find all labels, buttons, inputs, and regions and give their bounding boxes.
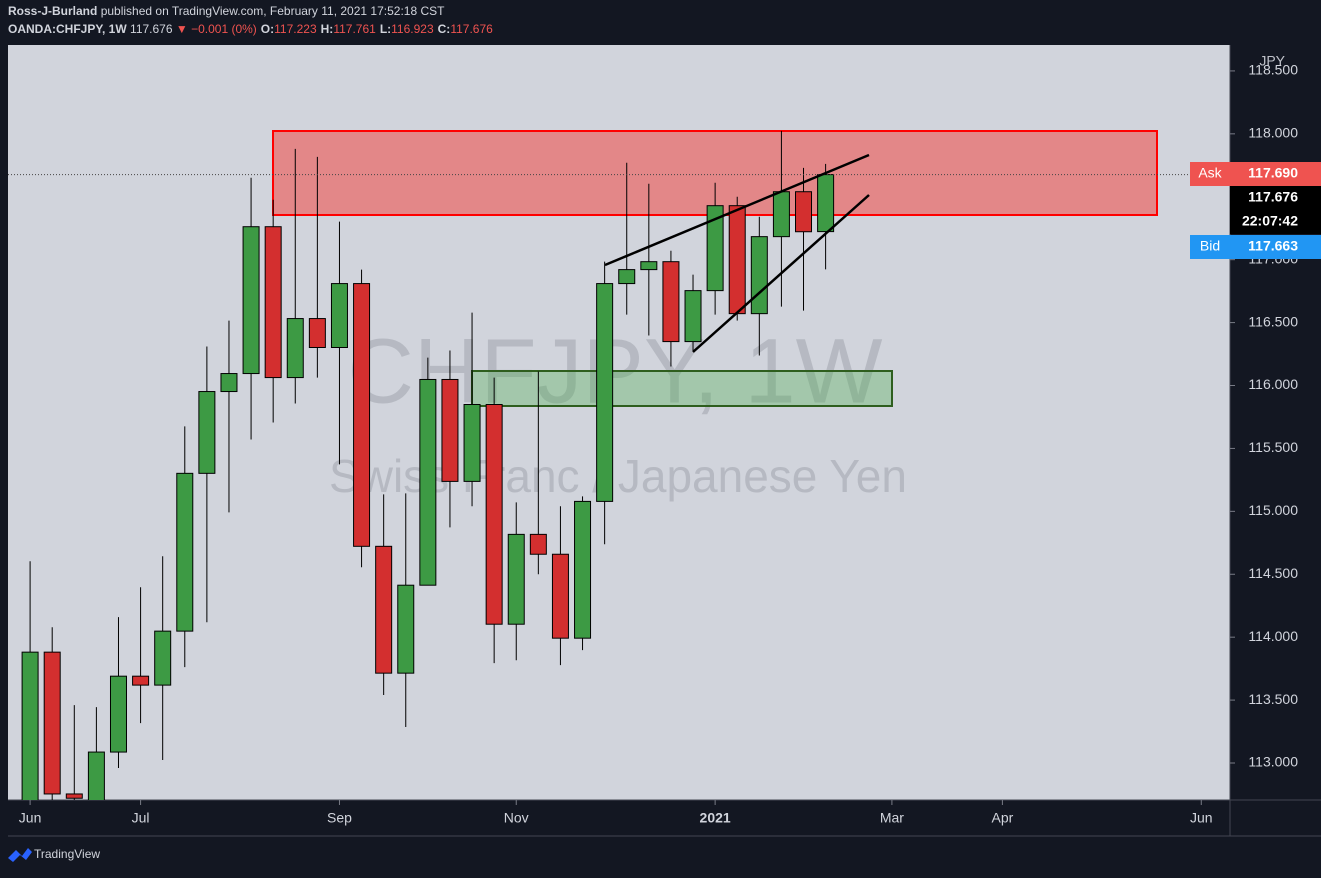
candle-body: [507, 533, 525, 625]
ohlc-key: L:: [380, 22, 391, 36]
candle-body: [353, 283, 371, 547]
candle-body: [375, 545, 393, 674]
candle-body: [220, 373, 238, 393]
ohlc-value: 117.676: [450, 22, 493, 36]
candle-body: [198, 391, 216, 474]
candle-body: [87, 751, 105, 800]
ohlc-key: C:: [438, 22, 451, 36]
last-box: [1230, 186, 1321, 210]
candle-body: [308, 318, 326, 349]
ask-box: [1190, 162, 1321, 186]
candle-body: [132, 675, 150, 686]
header-line-2: OANDA:CHFJPY, 1W 117.676 ▼ −0.001 (0%) O:…: [8, 22, 493, 36]
candle-body: [551, 553, 569, 639]
candle-body: [397, 584, 415, 674]
y-tick-label: 118.000: [1248, 125, 1298, 141]
candle-body: [65, 793, 83, 799]
x-tick-label: Jul: [132, 810, 150, 826]
brand[interactable]: TradingView: [34, 847, 100, 861]
ohlc: O:117.223 H:117.761 L:116.923 C:117.676: [261, 22, 493, 36]
support-zone: [471, 370, 893, 407]
ohlc-key: H:: [321, 22, 334, 36]
bid-label: Bid: [1200, 238, 1220, 254]
axes: 113.000 113.500 114.000 114.500 115.000 115.5…: [19, 62, 1298, 826]
candle-body: [618, 269, 636, 285]
lower-trend-line: [692, 194, 870, 353]
bid-box: [1190, 235, 1321, 259]
x-tick-label: 2021: [700, 810, 731, 826]
y-tick-label: 114.000: [1248, 628, 1298, 644]
ask-price: 117.690: [1248, 165, 1298, 181]
ask-label: Ask: [1198, 165, 1222, 181]
x-tick-label: Apr: [991, 810, 1013, 826]
candle-body: [817, 174, 835, 233]
price-labels: Ask 117.690 117.676 22:07:42 Bid 117.663: [1190, 162, 1321, 259]
candle-body: [419, 378, 437, 586]
candle-body: [706, 205, 724, 292]
candle-body: [728, 205, 746, 315]
candle-body: [21, 651, 39, 800]
watermark-subtitle: Swiss Franc / Japanese Yen: [329, 450, 907, 502]
candle-body: [43, 651, 61, 795]
ohlc-value: 116.923: [391, 22, 434, 36]
x-tick-label: Nov: [504, 810, 529, 826]
change: ▼ −0.001 (0%): [176, 22, 257, 36]
y-unit: JPY: [1259, 53, 1285, 69]
ohlc-value: 117.761: [333, 22, 376, 36]
candle-body: [662, 261, 680, 343]
y-tick-label: 115.000: [1248, 502, 1298, 518]
x-tick-label: Mar: [880, 810, 904, 826]
x-tick-label: Jun: [19, 810, 42, 826]
candle-body: [441, 378, 459, 482]
candle-body: [109, 675, 127, 753]
countdown: 22:07:42: [1242, 213, 1298, 229]
candle-body: [684, 290, 702, 343]
countdown-box: [1230, 210, 1321, 234]
author: Ross-J-Burland: [8, 4, 97, 18]
x-tick-label: Sep: [327, 810, 352, 826]
candle-body: [264, 226, 282, 379]
candle-body: [795, 191, 813, 233]
bid-price: 117.663: [1248, 238, 1298, 254]
y-tick-label: 118.500: [1248, 62, 1298, 78]
ohlc-key: O:: [261, 22, 274, 36]
symbol: OANDA:CHFJPY, 1W: [8, 22, 127, 36]
y-tick-label: 113.500: [1248, 691, 1298, 707]
candle-body: [242, 226, 260, 375]
candle-body: [772, 191, 790, 238]
candle-body: [154, 630, 172, 686]
trend-lines: [604, 153, 870, 353]
candle-body: [640, 261, 658, 271]
ohlc-value: 117.223: [274, 22, 317, 36]
candle-body: [529, 533, 547, 555]
candle-body: [750, 236, 768, 315]
upper-trend-line: [604, 153, 870, 267]
x-tick-label: Jun: [1190, 810, 1213, 826]
y-tick-label: 114.500: [1248, 565, 1298, 581]
candles: [8, 130, 1230, 800]
annotations: [272, 130, 1158, 407]
candle-body: [463, 404, 481, 482]
header-line-1: Ross-J-Burland published on TradingView.…: [8, 4, 445, 18]
candle-body: [485, 404, 503, 625]
y-tick-label: 116.500: [1248, 313, 1298, 329]
last-price-label: 117.676: [1248, 189, 1298, 205]
last-price: 117.676: [130, 22, 173, 36]
y-tick-label: 113.000: [1248, 754, 1298, 770]
published: published on TradingView.com, February 1…: [101, 4, 445, 18]
candle-body: [176, 472, 194, 632]
candle-body: [330, 283, 348, 349]
y-tick-label: 116.000: [1248, 376, 1298, 392]
logo: [8, 848, 32, 862]
y-tick-label: 115.500: [1248, 439, 1298, 455]
footer[interactable]: TradingView: [8, 847, 100, 862]
candle-body: [596, 283, 614, 502]
candle-body: [286, 318, 304, 379]
candle-body: [574, 500, 592, 639]
